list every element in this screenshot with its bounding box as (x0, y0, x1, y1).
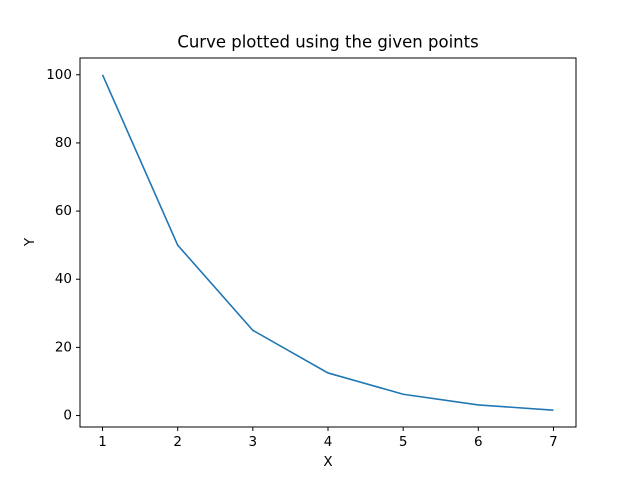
chart-title: Curve plotted using the given points (177, 33, 478, 52)
y-tick-label: 40 (55, 271, 72, 287)
x-tick-label: 5 (399, 434, 408, 450)
plot-frame (79, 57, 577, 428)
y-axis-label: Y (22, 237, 38, 247)
data-line (101, 74, 554, 412)
y-tick-label: 20 (55, 339, 72, 355)
y-tick-label: 80 (55, 135, 72, 151)
x-tick-label: 3 (249, 434, 258, 450)
y-tick-label: 0 (63, 408, 72, 424)
x-tick-label: 7 (549, 434, 558, 450)
x-tick-label: 2 (173, 434, 182, 450)
y-tick-label: 100 (46, 67, 72, 83)
x-tick-label: 6 (474, 434, 483, 450)
x-tick-label: 4 (324, 434, 333, 450)
x-tick-label: 1 (98, 434, 107, 450)
x-axis-label: X (323, 454, 332, 470)
y-tick-label: 60 (55, 203, 72, 219)
